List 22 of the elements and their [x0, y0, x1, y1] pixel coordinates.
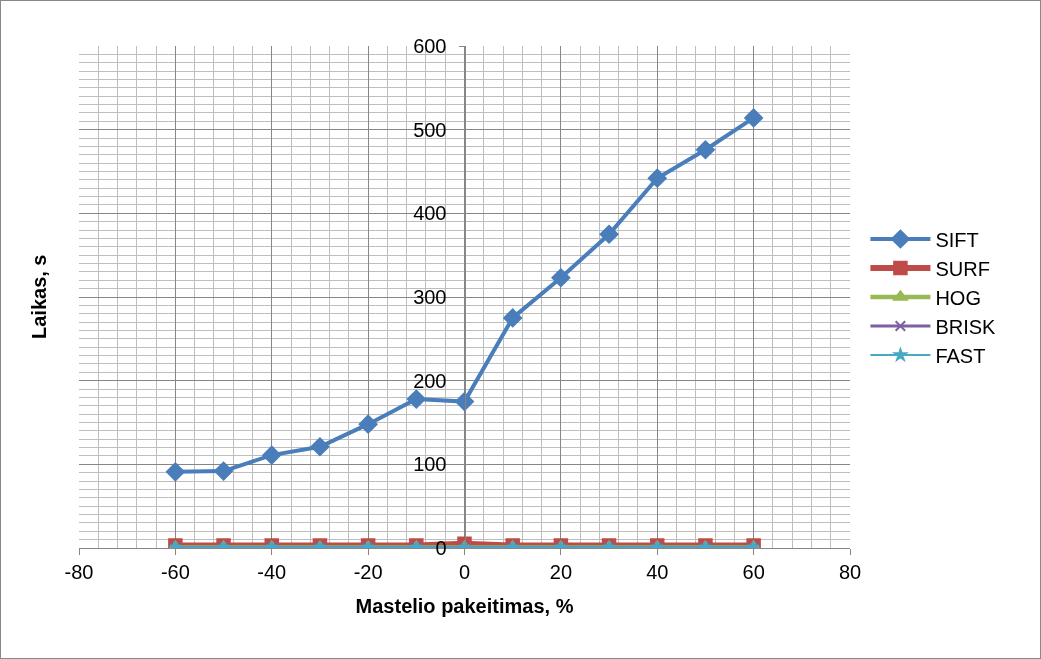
x-tick-label: -60 — [160, 561, 190, 583]
y-tick-label: 500 — [413, 118, 447, 141]
y-tick-label: 100 — [413, 453, 447, 476]
legend-label: BRISK — [935, 315, 997, 338]
x-tick-label: -80 — [64, 561, 94, 583]
legend-label: SIFT — [935, 228, 979, 251]
x-axis-title: Mastelio pakeitimas, % — [355, 594, 574, 617]
x-tick-label: 80 — [838, 561, 862, 583]
legend-label: SURF — [935, 257, 990, 280]
legend-label: FAST — [935, 344, 986, 367]
y-tick-label: 400 — [413, 202, 447, 225]
x-tick-label: 60 — [742, 561, 765, 583]
y-tick-label: 600 — [413, 35, 447, 57]
y-tick-label: 300 — [413, 286, 447, 308]
x-tick-label: 0 — [458, 561, 471, 583]
x-tick-label: 40 — [646, 561, 669, 583]
legend-label: HOG — [935, 286, 981, 309]
x-tick-label: -20 — [353, 561, 383, 583]
x-tick-label: -40 — [257, 561, 287, 583]
x-tick-label: 20 — [549, 561, 573, 583]
y-axis-title: Laikas, s — [28, 254, 51, 340]
y-tick-label: 200 — [413, 369, 447, 392]
